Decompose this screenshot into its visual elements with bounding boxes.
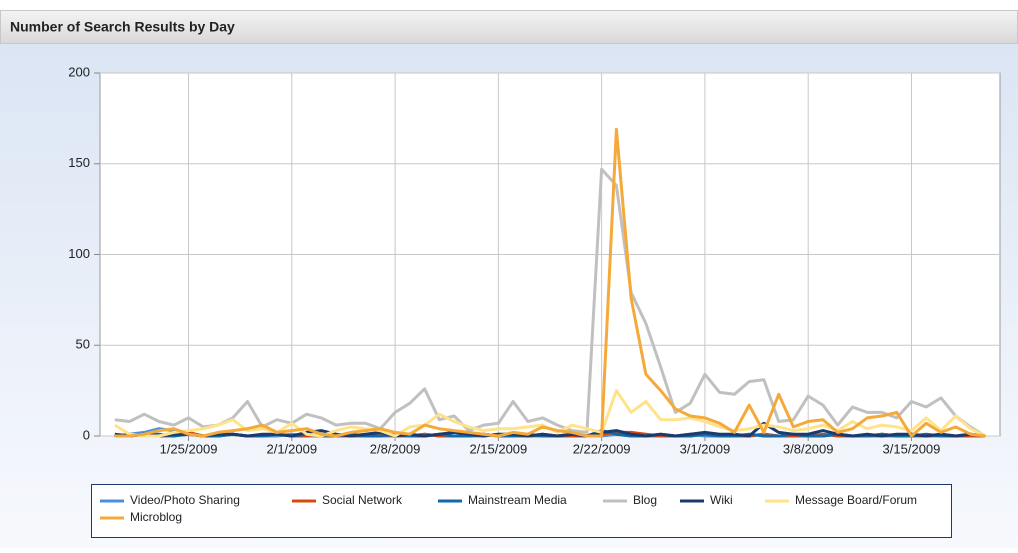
x-tick-label: 3/1/2009 — [680, 441, 731, 456]
y-tick-label: 150 — [68, 155, 90, 170]
legend-label: Social Network — [322, 493, 403, 507]
legend-label: Video/Photo Sharing — [130, 493, 240, 507]
x-tick-label: 2/22/2009 — [573, 441, 631, 456]
series-line — [114, 127, 986, 438]
legend-label: Microblog — [130, 510, 182, 524]
x-tick-label: 2/8/2009 — [370, 441, 421, 456]
legend-label: Blog — [633, 493, 657, 507]
y-tick-label: 50 — [76, 337, 90, 352]
x-tick-label: 2/15/2009 — [469, 441, 527, 456]
series-line — [114, 167, 986, 438]
chart-title: Number of Search Results by Day — [10, 19, 235, 35]
y-tick-label: 200 — [68, 64, 90, 79]
x-tick-label: 1/25/2009 — [160, 441, 218, 456]
legend-label: Mainstream Media — [468, 493, 567, 507]
legend-label: Wiki — [710, 493, 733, 507]
y-tick-label: 100 — [68, 246, 90, 261]
x-tick-label: 3/8/2009 — [783, 441, 834, 456]
x-tick-label: 2/1/2009 — [266, 441, 317, 456]
series-line — [114, 421, 986, 438]
legend — [91, 484, 952, 538]
panel-header — [0, 10, 1018, 44]
x-tick-label: 3/15/2009 — [883, 441, 941, 456]
legend-label: Message Board/Forum — [795, 493, 917, 507]
y-tick-label: 0 — [83, 427, 90, 442]
